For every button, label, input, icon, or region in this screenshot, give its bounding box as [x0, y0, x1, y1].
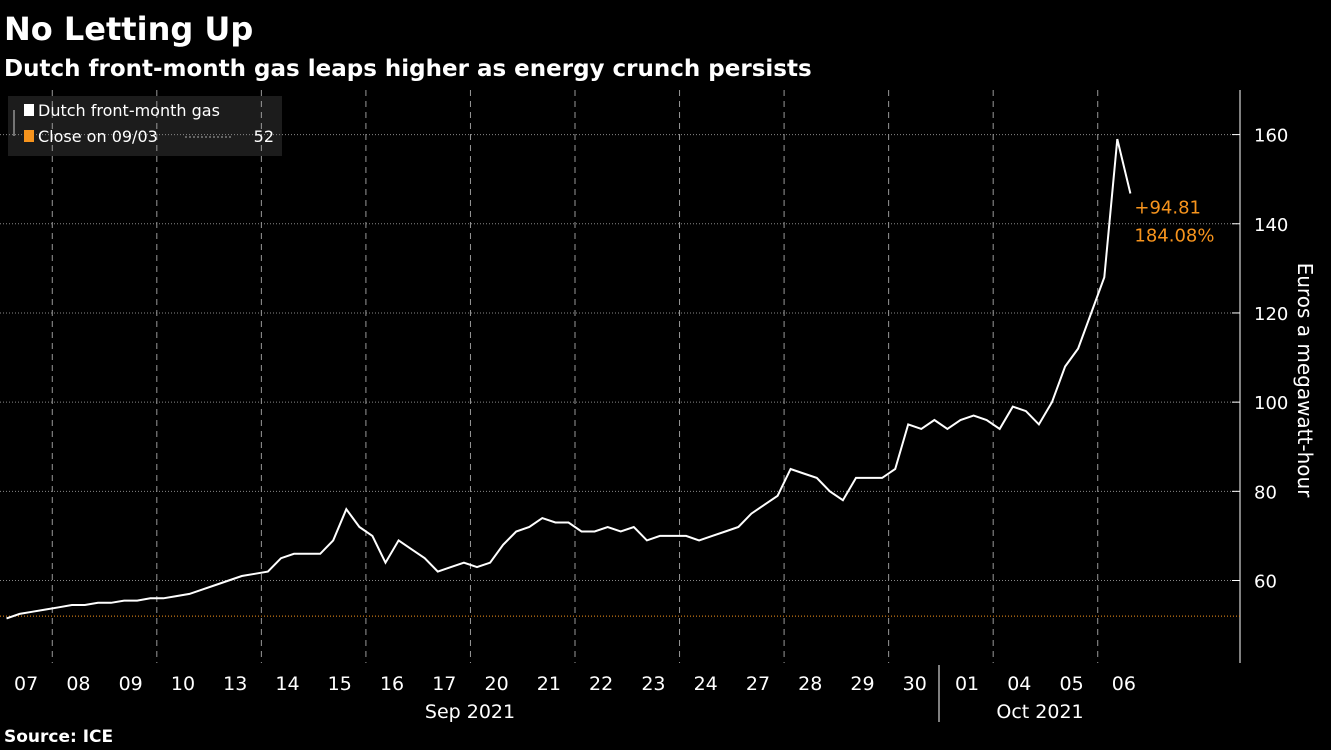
legend-swatch [24, 130, 34, 142]
legend [8, 96, 282, 156]
legend-swatch [24, 104, 34, 116]
month-label: Oct 2021 [996, 701, 1083, 723]
month-label: Sep 2021 [425, 701, 515, 723]
x-tick-label: 08 [66, 673, 90, 695]
x-tick-label: 21 [537, 673, 561, 695]
x-tick-label: 04 [1007, 673, 1031, 695]
legend-value: 52 [254, 127, 274, 146]
line-series [6, 138, 1132, 620]
x-tick-label: 10 [171, 673, 195, 695]
chart-title: No Letting Up [4, 10, 253, 48]
change-label: +94.81 [1134, 197, 1201, 218]
y-tick-label: 60 [1254, 572, 1277, 593]
x-tick-label: 28 [798, 673, 822, 695]
x-tick-label: 06 [1112, 673, 1136, 695]
x-tick-label: 20 [484, 673, 508, 695]
x-tick-label: 05 [1059, 673, 1083, 695]
x-tick-label: 24 [694, 673, 718, 695]
x-tick-label: 23 [641, 673, 665, 695]
source: Source: ICE [4, 727, 113, 747]
y-tick-label: 100 [1254, 393, 1288, 414]
percent-label: 184.08% [1134, 225, 1214, 246]
chart-subtitle: Dutch front-month gas leaps higher as en… [4, 56, 812, 82]
x-tick-label: 01 [955, 673, 979, 695]
x-tick-label: 17 [432, 673, 456, 695]
x-tick-label: 29 [850, 673, 874, 695]
y-tick-label: 160 [1254, 126, 1288, 147]
x-tick-label: 22 [589, 673, 613, 695]
legend-label: Close on 09/03 [38, 127, 158, 146]
legend-label: Dutch front-month gas [38, 101, 220, 120]
y-tick-label: 140 [1254, 215, 1288, 236]
x-tick-label: 13 [223, 673, 247, 695]
x-tick-label: 14 [275, 673, 299, 695]
x-tick-label: 09 [119, 673, 143, 695]
y-axis-label: Euros a megawatt-hour [1293, 263, 1317, 499]
y-tick-label: 120 [1254, 304, 1288, 325]
y-tick-label: 80 [1254, 482, 1277, 503]
x-tick-label: 07 [14, 673, 38, 695]
x-tick-label: 15 [328, 673, 352, 695]
x-tick-label: 30 [903, 673, 927, 695]
x-tick-label: 27 [746, 673, 770, 695]
x-tick-label: 16 [380, 673, 404, 695]
